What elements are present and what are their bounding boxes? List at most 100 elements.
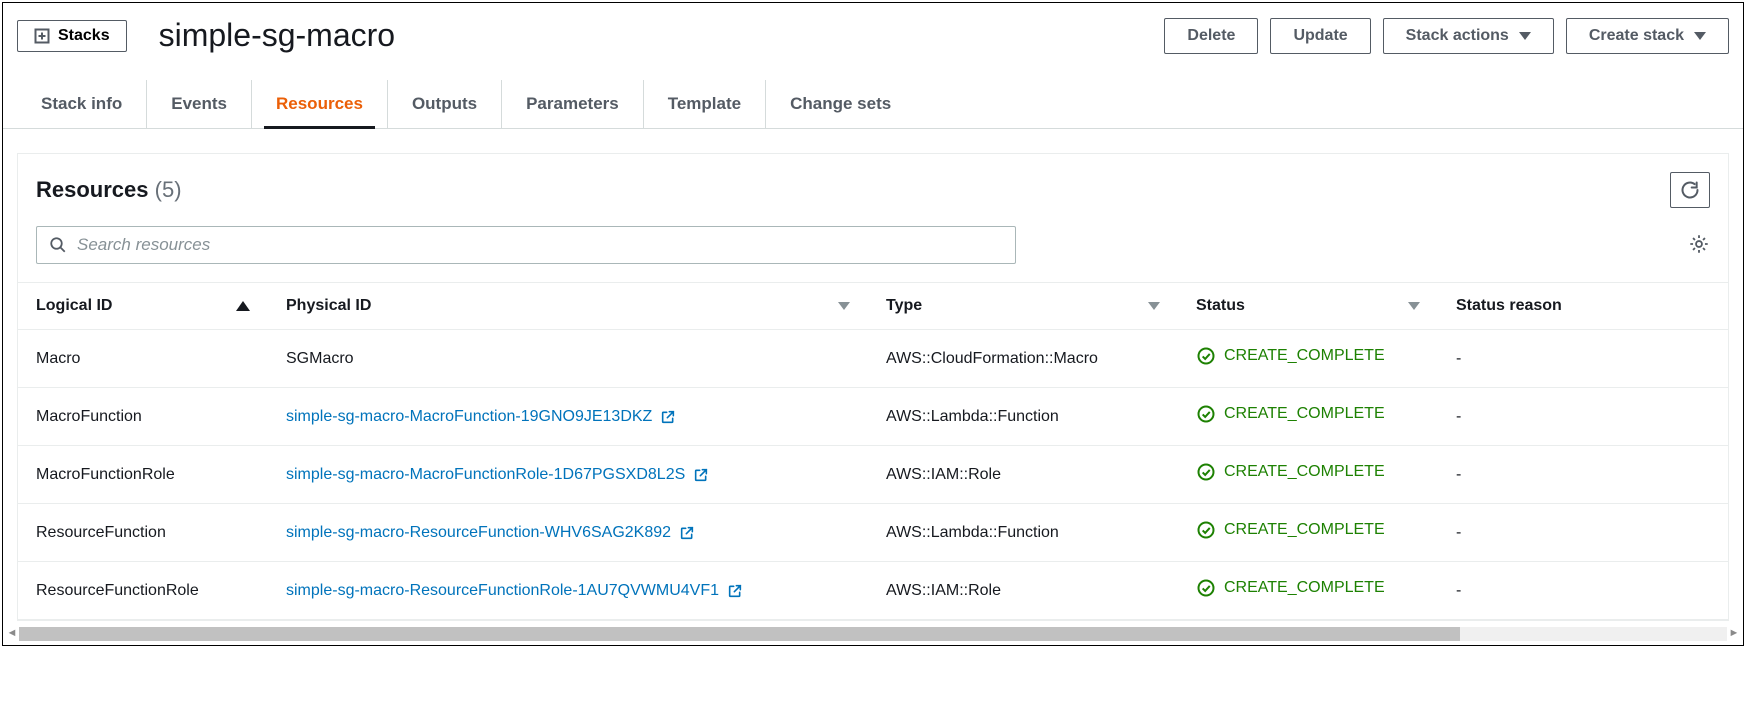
cell-status: CREATE_COMPLETE	[1178, 562, 1438, 620]
refresh-icon	[1680, 180, 1700, 200]
cell-logical-id: MacroFunction	[18, 388, 268, 446]
tab-events[interactable]: Events	[147, 80, 252, 128]
panel-title: Resources (5)	[36, 177, 182, 203]
cell-physical-id[interactable]: simple-sg-macro-MacroFunction-19GNO9JE13…	[268, 388, 868, 446]
update-button[interactable]: Update	[1270, 18, 1370, 54]
stacks-button[interactable]: Stacks	[17, 20, 127, 52]
cell-status-reason: -	[1438, 446, 1728, 504]
caret-down-icon	[1519, 32, 1531, 40]
physical-id-link[interactable]: simple-sg-macro-ResourceFunctionRole-1AU…	[286, 582, 743, 600]
tab-change-sets[interactable]: Change sets	[766, 80, 915, 128]
col-logical-id[interactable]: Logical ID	[18, 283, 268, 330]
col-logical-id-label: Logical ID	[36, 297, 112, 315]
search-input[interactable]	[77, 235, 1003, 255]
status-badge: CREATE_COMPLETE	[1196, 462, 1385, 482]
external-link-icon	[679, 525, 695, 541]
tab-stack-info[interactable]: Stack info	[17, 80, 147, 128]
horizontal-scrollbar[interactable]: ◄ ►	[5, 625, 1741, 643]
sort-asc-icon	[236, 301, 250, 311]
plus-box-icon	[34, 28, 50, 44]
search-icon	[49, 236, 67, 254]
cell-physical-id[interactable]: simple-sg-macro-MacroFunctionRole-1D67PG…	[268, 446, 868, 504]
cell-status: CREATE_COMPLETE	[1178, 388, 1438, 446]
stack-actions-label: Stack actions	[1406, 27, 1509, 45]
cell-type: AWS::CloudFormation::Macro	[868, 330, 1178, 388]
action-bar: Delete Update Stack actions Create stack	[1164, 18, 1729, 54]
status-badge: CREATE_COMPLETE	[1196, 346, 1385, 366]
physical-id-link[interactable]: simple-sg-macro-MacroFunctionRole-1D67PG…	[286, 466, 709, 484]
caret-down-icon	[1694, 32, 1706, 40]
status-badge: CREATE_COMPLETE	[1196, 520, 1385, 540]
delete-button[interactable]: Delete	[1164, 18, 1258, 54]
cell-type: AWS::Lambda::Function	[868, 504, 1178, 562]
update-button-label: Update	[1293, 27, 1347, 45]
col-status[interactable]: Status	[1178, 283, 1438, 330]
table-row: MacroFunction simple-sg-macro-MacroFuncti…	[18, 388, 1728, 446]
col-status-reason[interactable]: Status reason	[1438, 283, 1728, 330]
physical-id-link[interactable]: simple-sg-macro-MacroFunction-19GNO9JE13…	[286, 408, 676, 426]
stacks-button-label: Stacks	[58, 27, 110, 45]
cell-status: CREATE_COMPLETE	[1178, 330, 1438, 388]
cell-logical-id: ResourceFunctionRole	[18, 562, 268, 620]
cell-status-reason: -	[1438, 330, 1728, 388]
refresh-button[interactable]	[1670, 172, 1710, 208]
col-physical-id-label: Physical ID	[286, 297, 371, 315]
status-badge: CREATE_COMPLETE	[1196, 404, 1385, 424]
scroll-right-arrow[interactable]: ►	[1727, 625, 1741, 643]
col-type-label: Type	[886, 297, 922, 315]
table-row: ResourceFunction simple-sg-macro-Resource…	[18, 504, 1728, 562]
create-stack-button[interactable]: Create stack	[1566, 18, 1729, 54]
tabs: Stack infoEventsResourcesOutputsParamete…	[3, 80, 1743, 129]
tab-parameters[interactable]: Parameters	[502, 80, 644, 128]
status-badge: CREATE_COMPLETE	[1196, 578, 1385, 598]
external-link-icon	[727, 583, 743, 599]
cell-logical-id: ResourceFunction	[18, 504, 268, 562]
cell-status-reason: -	[1438, 504, 1728, 562]
col-type[interactable]: Type	[868, 283, 1178, 330]
scroll-thumb[interactable]	[19, 627, 1460, 641]
cell-physical-id[interactable]: simple-sg-macro-ResourceFunctionRole-1AU…	[268, 562, 868, 620]
cell-type: AWS::IAM::Role	[868, 446, 1178, 504]
table-row: MacroFunctionRole simple-sg-macro-MacroFu…	[18, 446, 1728, 504]
cell-type: AWS::Lambda::Function	[868, 388, 1178, 446]
tab-resources[interactable]: Resources	[252, 80, 388, 128]
cell-status-reason: -	[1438, 388, 1728, 446]
scroll-left-arrow[interactable]: ◄	[5, 625, 19, 643]
delete-button-label: Delete	[1187, 27, 1235, 45]
cell-physical-id[interactable]: simple-sg-macro-ResourceFunction-WHV6SAG…	[268, 504, 868, 562]
panel-count: (5)	[155, 177, 182, 202]
cell-logical-id: Macro	[18, 330, 268, 388]
filter-icon	[1408, 302, 1420, 310]
cell-status: CREATE_COMPLETE	[1178, 446, 1438, 504]
table-row: ResourceFunctionRole simple-sg-macro-Reso…	[18, 562, 1728, 620]
settings-button[interactable]	[1688, 233, 1710, 258]
cell-physical-id: SGMacro	[268, 330, 868, 388]
check-circle-icon	[1196, 520, 1216, 540]
gear-icon	[1688, 233, 1710, 255]
check-circle-icon	[1196, 578, 1216, 598]
panel-title-text: Resources	[36, 177, 149, 202]
col-status-label: Status	[1196, 297, 1245, 315]
tab-template[interactable]: Template	[644, 80, 766, 128]
check-circle-icon	[1196, 346, 1216, 366]
filter-icon	[1148, 302, 1160, 310]
resources-table: Logical ID Physical ID Type	[18, 282, 1728, 620]
page-title: simple-sg-macro	[159, 17, 1141, 54]
create-stack-label: Create stack	[1589, 27, 1684, 45]
col-status-reason-label: Status reason	[1456, 297, 1562, 315]
search-box[interactable]	[36, 226, 1016, 264]
cell-logical-id: MacroFunctionRole	[18, 446, 268, 504]
external-link-icon	[660, 409, 676, 425]
filter-icon	[838, 302, 850, 310]
external-link-icon	[693, 467, 709, 483]
cell-status: CREATE_COMPLETE	[1178, 504, 1438, 562]
tab-outputs[interactable]: Outputs	[388, 80, 502, 128]
cell-type: AWS::IAM::Role	[868, 562, 1178, 620]
col-physical-id[interactable]: Physical ID	[268, 283, 868, 330]
check-circle-icon	[1196, 462, 1216, 482]
table-row: MacroSGMacroAWS::CloudFormation::Macro CR…	[18, 330, 1728, 388]
stack-actions-button[interactable]: Stack actions	[1383, 18, 1554, 54]
check-circle-icon	[1196, 404, 1216, 424]
physical-id-link[interactable]: simple-sg-macro-ResourceFunction-WHV6SAG…	[286, 524, 695, 542]
cell-status-reason: -	[1438, 562, 1728, 620]
